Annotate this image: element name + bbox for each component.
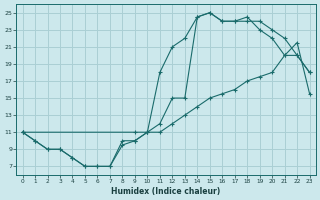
- X-axis label: Humidex (Indice chaleur): Humidex (Indice chaleur): [111, 187, 221, 196]
